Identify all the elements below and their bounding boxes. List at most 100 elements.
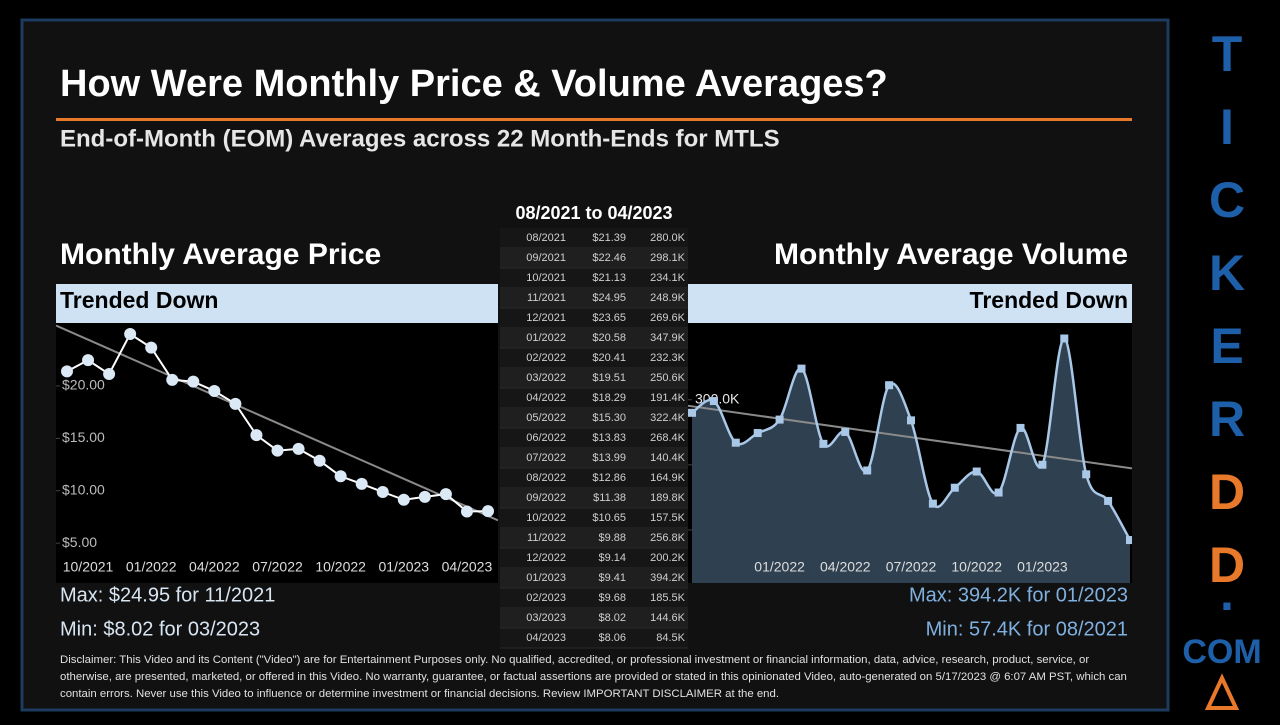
- y-tick-label: $10.00: [62, 481, 105, 497]
- table-cell: 10/2022: [526, 512, 566, 524]
- x-tick-label: 10/2022: [315, 559, 366, 575]
- table-cell: $18.29: [592, 392, 626, 404]
- table-cell: 189.8K: [650, 492, 686, 504]
- marker: [1038, 460, 1047, 469]
- y-tick-label: $15.00: [62, 429, 105, 445]
- marker: [82, 354, 95, 367]
- table-cell: 08/2021: [526, 232, 566, 244]
- x-tick-label: 04/2023: [442, 559, 493, 575]
- brand-letter: I: [1220, 99, 1234, 155]
- stat-note: Min: 57.4K for 08/2021: [926, 618, 1128, 640]
- marker: [1016, 423, 1025, 432]
- chart-subtitle: Trended Down: [60, 287, 218, 313]
- marker: [994, 488, 1003, 497]
- marker: [775, 415, 784, 424]
- table-cell: 322.4K: [650, 412, 686, 424]
- table-cell: 06/2022: [526, 432, 566, 444]
- y-tick-label: $5.00: [62, 534, 97, 550]
- chart-title: Monthly Average Price: [60, 238, 381, 271]
- marker: [166, 373, 179, 386]
- x-tick-label: 01/2022: [126, 559, 177, 575]
- table-cell: 298.1K: [650, 252, 686, 264]
- marker: [1126, 536, 1132, 545]
- subtitle: End-of-Month (EOM) Averages across 22 Mo…: [60, 125, 780, 152]
- table-cell: 12/2021: [526, 312, 566, 324]
- marker: [482, 505, 494, 518]
- marker: [145, 341, 158, 354]
- marker: [863, 466, 872, 475]
- table-cell: 234.1K: [650, 272, 686, 284]
- table-cell: $13.99: [592, 452, 626, 464]
- marker: [928, 499, 937, 508]
- table-cell: 08/2022: [526, 472, 566, 484]
- marker: [229, 397, 242, 410]
- marker: [907, 416, 915, 425]
- table-cell: 269.6K: [650, 312, 686, 324]
- chart-subtitle: Trended Down: [970, 287, 1128, 313]
- chart-title: Monthly Average Volume: [774, 238, 1128, 271]
- marker: [187, 375, 200, 388]
- trend-line: [56, 324, 498, 522]
- table-cell: $8.02: [598, 612, 626, 624]
- table-cell: $9.41: [598, 572, 626, 584]
- marker: [709, 397, 718, 406]
- marker: [1104, 496, 1113, 505]
- marker: [61, 365, 73, 378]
- chart: Monthly Average Price Trended Down $5.00 $1…: [56, 238, 498, 640]
- table-cell: 03/2022: [526, 372, 566, 384]
- table-cell: 164.9K: [650, 472, 686, 484]
- table-cell: $11.38: [593, 492, 626, 504]
- disclaimer: Disclaimer: This Video and its Content (…: [60, 654, 1127, 700]
- table-row-band: [500, 448, 688, 468]
- x-tick-label: 07/2022: [886, 559, 937, 575]
- x-tick-label: 10/2021: [63, 559, 114, 575]
- table-cell: 140.4K: [650, 452, 686, 464]
- table-cell: $21.13: [592, 272, 626, 284]
- table-cell: 10/2021: [526, 272, 566, 284]
- subtitle-band: [688, 284, 1132, 323]
- table-cell: 200.2K: [650, 552, 686, 564]
- chart: Monthly Average Volume Trended Down 100.0K…: [688, 238, 1132, 640]
- brand-letter: K: [1209, 245, 1245, 301]
- marker: [460, 505, 473, 518]
- table-cell: $10.65: [592, 512, 626, 524]
- logo: [1204, 673, 1240, 710]
- marker: [208, 385, 221, 398]
- marker: [688, 408, 696, 417]
- marker: [950, 483, 959, 492]
- plot: $5.00 $10.00 $15.00 $20.00: [56, 324, 498, 550]
- brand-letter: T: [1212, 26, 1243, 82]
- stat-note: Min: $8.02 for 03/2023: [60, 618, 260, 640]
- plot: 100.0K200.0K300.0K: [688, 334, 1132, 583]
- x-tick-label: 10/2022: [951, 559, 1002, 575]
- marker: [797, 364, 806, 373]
- marker: [355, 477, 368, 490]
- marker: [124, 328, 137, 341]
- table-cell: 04/2022: [526, 392, 566, 404]
- x-tick-label: 01/2023: [378, 559, 429, 575]
- marker: [292, 442, 305, 455]
- marker: [753, 429, 762, 438]
- table-cell: 347.9K: [650, 332, 686, 344]
- table-cell: 09/2022: [526, 492, 566, 504]
- marker: [731, 438, 740, 447]
- marker: [841, 427, 850, 436]
- subtitle-band: [56, 284, 498, 323]
- table-cell: 05/2022: [526, 412, 566, 424]
- brand-suffix: COM: [1182, 633, 1261, 671]
- marker: [376, 486, 389, 498]
- table-cell: 09/2021: [526, 252, 566, 264]
- table-cell: 12/2022: [526, 552, 566, 564]
- table-cell: 250.6K: [650, 372, 686, 384]
- table-cell: $19.51: [592, 372, 626, 384]
- marker: [1060, 334, 1069, 343]
- table-title: 08/2021 to 04/2023: [515, 203, 672, 223]
- table-row-band: [500, 568, 688, 588]
- marker: [313, 454, 326, 467]
- table-cell: 02/2023: [526, 592, 566, 604]
- table-row-band: [500, 528, 688, 548]
- marker: [397, 493, 410, 506]
- x-tick-label: 04/2022: [189, 559, 240, 575]
- table-cell: 232.3K: [650, 352, 686, 364]
- table-cell: 256.8K: [650, 532, 686, 544]
